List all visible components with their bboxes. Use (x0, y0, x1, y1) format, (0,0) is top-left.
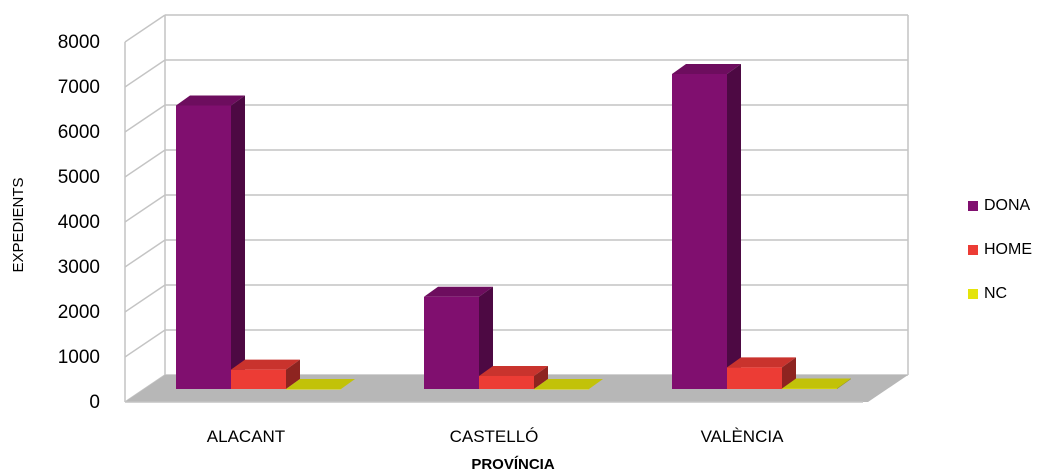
y-tick-label: 2000 (58, 302, 100, 323)
bar-side (479, 286, 493, 389)
bar-side (286, 359, 300, 389)
bar-side (837, 378, 851, 389)
legend-swatch (968, 245, 978, 255)
legend-item-dona: DONA (968, 195, 1032, 217)
y-tick-label: 3000 (58, 257, 100, 278)
y-tick-label: 8000 (58, 32, 100, 53)
legend-item-home: HOME (968, 239, 1032, 261)
y-tick-label: 4000 (58, 212, 100, 233)
legend-swatch (968, 289, 978, 299)
gridline (124, 194, 166, 223)
bar-top (727, 357, 796, 368)
y-tick-label: 0 (89, 392, 100, 413)
x-tick-label: CASTELLÓ (450, 427, 539, 446)
bars-layer (176, 64, 851, 390)
y-axis-label: EXPEDIENTS (10, 177, 27, 272)
bar-nc (782, 388, 837, 390)
bar-home (727, 367, 782, 389)
legend: DONA HOME NC (968, 195, 1032, 327)
gridline (124, 329, 166, 358)
bar-nc (534, 389, 589, 390)
bar-top (231, 359, 300, 370)
x-tick-label: ALACANT (207, 427, 285, 446)
gridline (124, 104, 166, 133)
bar-top (424, 286, 493, 297)
x-axis-label: PROVÍNCIA (471, 456, 555, 473)
y-tick-label: 1000 (58, 347, 100, 368)
bar-nc (286, 389, 341, 390)
bar-top (286, 379, 355, 389)
y-tick-label: 7000 (58, 77, 100, 98)
gridline (124, 59, 166, 88)
bar-top (782, 378, 851, 389)
bar-dona (424, 296, 479, 389)
x-tick-label: VALÈNCIA (701, 427, 784, 446)
bar-side (727, 64, 741, 389)
bar-top (672, 64, 741, 74)
gridline (124, 14, 166, 43)
bar-top (176, 95, 245, 106)
legend-label: NC (984, 285, 1008, 302)
gridline (124, 239, 166, 268)
bar-top (479, 365, 548, 376)
bar-dona (672, 74, 727, 389)
legend-label: DONA (984, 197, 1031, 214)
legend-label: HOME (984, 241, 1032, 258)
y-tick-label: 6000 (58, 122, 100, 143)
bar-side (231, 95, 245, 389)
bar-top (534, 379, 603, 389)
bar-dona (176, 105, 231, 389)
bar-home (479, 375, 534, 389)
y-tick-label: 5000 (58, 167, 100, 188)
labels-layer: 0 1000 2000 3000 4000 5000 6000 7000 8000 ALACANT… (58, 32, 784, 446)
bar-home (231, 369, 286, 389)
gridline (124, 149, 166, 178)
bar-side (534, 365, 548, 389)
gridline (124, 284, 166, 313)
legend-swatch (968, 201, 978, 211)
legend-item-nc: NC (968, 283, 1032, 305)
